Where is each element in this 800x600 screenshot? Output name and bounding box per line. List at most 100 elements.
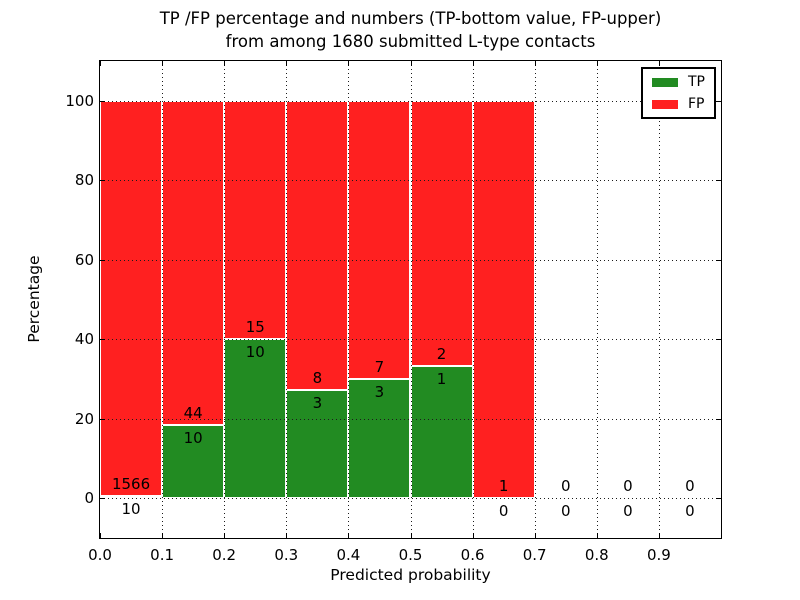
tp-count-label: 10 (183, 428, 203, 447)
fp-count-label: 0 (560, 477, 571, 496)
x-axis-tick (472, 533, 474, 538)
v-gridline (348, 61, 350, 538)
x-axis-tick (348, 533, 350, 538)
bar-segment-fp (472, 100, 535, 499)
bar-segment-tp (100, 495, 163, 499)
tp-count-label: 0 (560, 502, 571, 521)
legend-swatch-fp (652, 99, 678, 109)
bar-segment-fp (224, 100, 287, 340)
fp-count-label: 0 (685, 477, 695, 496)
y-tick-label: 20 (74, 409, 94, 428)
legend-swatch-tp (652, 77, 678, 87)
plot-area: 1566 10 44 10 15 10 8 3 7 3 2 1 1 0 0 0 0 0 0 0 0.0 0.1 0.2 0.3… (65, 60, 722, 564)
fp-count-label: 0 (623, 477, 633, 496)
bar-segment-fp (286, 100, 349, 390)
x-axis-label: Predicted probability (330, 566, 491, 584)
x-tick-label: 0.9 (646, 546, 671, 564)
bar-segment-tp (348, 379, 411, 499)
tp-count-label: 0 (685, 502, 695, 521)
y-axis-tick-right (716, 180, 721, 182)
x-tick-label: 0.3 (274, 546, 299, 564)
x-axis-tick (100, 533, 101, 538)
bar-segment-fp (348, 100, 411, 379)
bar-segment-fp (100, 100, 163, 496)
y-axis-tick-right (716, 259, 721, 261)
v-gridline (286, 61, 288, 538)
x-axis-tick-top (410, 61, 412, 66)
legend-row-fp: FP (652, 97, 705, 111)
x-axis-tick-top (100, 61, 101, 66)
x-axis-tick (596, 533, 598, 538)
x-tick-label: 0.4 (336, 546, 361, 564)
x-axis-tick-top (162, 61, 164, 66)
v-gridline (224, 61, 226, 538)
legend-row-tp: TP (652, 75, 705, 89)
fp-count-label: 44 (183, 403, 203, 422)
x-axis-tick (224, 533, 226, 538)
x-axis-tick-top (534, 61, 536, 66)
fp-count-label: 2 (436, 344, 447, 363)
y-tick-label: 60 (74, 250, 94, 269)
y-axis-tick-right (716, 498, 721, 500)
x-axis-tick-top (224, 61, 226, 66)
tp-count-label: 3 (312, 393, 323, 412)
legend-label: TP (688, 74, 705, 90)
x-axis-tick-top (348, 61, 350, 66)
v-gridline (162, 61, 164, 538)
fp-count-label: 7 (374, 358, 385, 376)
chart-title-line2: from among 1680 submitted L-type contact… (225, 32, 596, 51)
fp-count-label: 1 (498, 477, 509, 496)
bar-segment-fp (162, 100, 225, 425)
y-axis-tick-right (716, 339, 721, 341)
x-tick-label: 0.5 (398, 546, 423, 564)
y-axis-tick (100, 339, 105, 341)
x-tick-label: 0.2 (212, 546, 237, 564)
x-axis-tick (658, 533, 660, 538)
y-tick-label: 40 (74, 330, 94, 349)
x-tick-label: 0.0 (88, 546, 112, 564)
x-axis-tick-top (286, 61, 288, 66)
y-axis-tick (100, 498, 105, 500)
y-axis-tick (100, 180, 105, 182)
x-axis-tick-top (472, 61, 474, 66)
x-tick-label: 0.1 (150, 546, 175, 564)
x-axis-tick (410, 533, 412, 538)
bar-segment-fp (410, 100, 473, 366)
fp-count-label: 1566 (111, 474, 151, 493)
x-axis-tick (162, 533, 164, 538)
x-tick-label: 0.6 (460, 546, 485, 564)
legend-label: FP (688, 96, 705, 112)
v-gridline (596, 61, 598, 538)
y-axis-tick-right (716, 418, 721, 420)
chart-title: TP /FP percentage and numbers (TP-bottom… (99, 7, 722, 53)
x-axis-tick-top (596, 61, 598, 66)
v-gridline (534, 61, 536, 538)
tp-count-label: 0 (623, 502, 633, 521)
x-axis-tick (534, 533, 536, 538)
legend: TP FP (641, 67, 716, 119)
v-gridline (410, 61, 412, 538)
fp-count-label: 15 (245, 318, 265, 337)
x-tick-label: 0.8 (584, 546, 609, 564)
x-axis-tick (286, 533, 288, 538)
x-axis-tick-top (658, 61, 660, 66)
tp-count-label: 0 (498, 502, 509, 521)
tp-count-label: 3 (374, 383, 385, 401)
v-gridline (658, 61, 660, 538)
tp-count-label: 10 (245, 343, 265, 362)
y-tick-label: 0 (84, 489, 94, 508)
x-tick-label: 0.7 (522, 546, 547, 564)
fp-count-label: 8 (312, 368, 323, 387)
v-gridline (472, 61, 474, 538)
y-axis-tick (100, 259, 105, 261)
chart-title-line1: TP /FP percentage and numbers (TP-bottom… (159, 9, 662, 28)
tp-count-label: 10 (121, 499, 141, 518)
y-axis-tick (100, 100, 105, 102)
y-axis-tick-right (716, 100, 721, 102)
y-tick-label: 100 (65, 91, 94, 110)
bar-segment-tp (162, 424, 225, 499)
bar-segment-tp (286, 389, 349, 499)
y-tick-label: 80 (74, 171, 94, 190)
y-axis-tick (100, 418, 105, 420)
